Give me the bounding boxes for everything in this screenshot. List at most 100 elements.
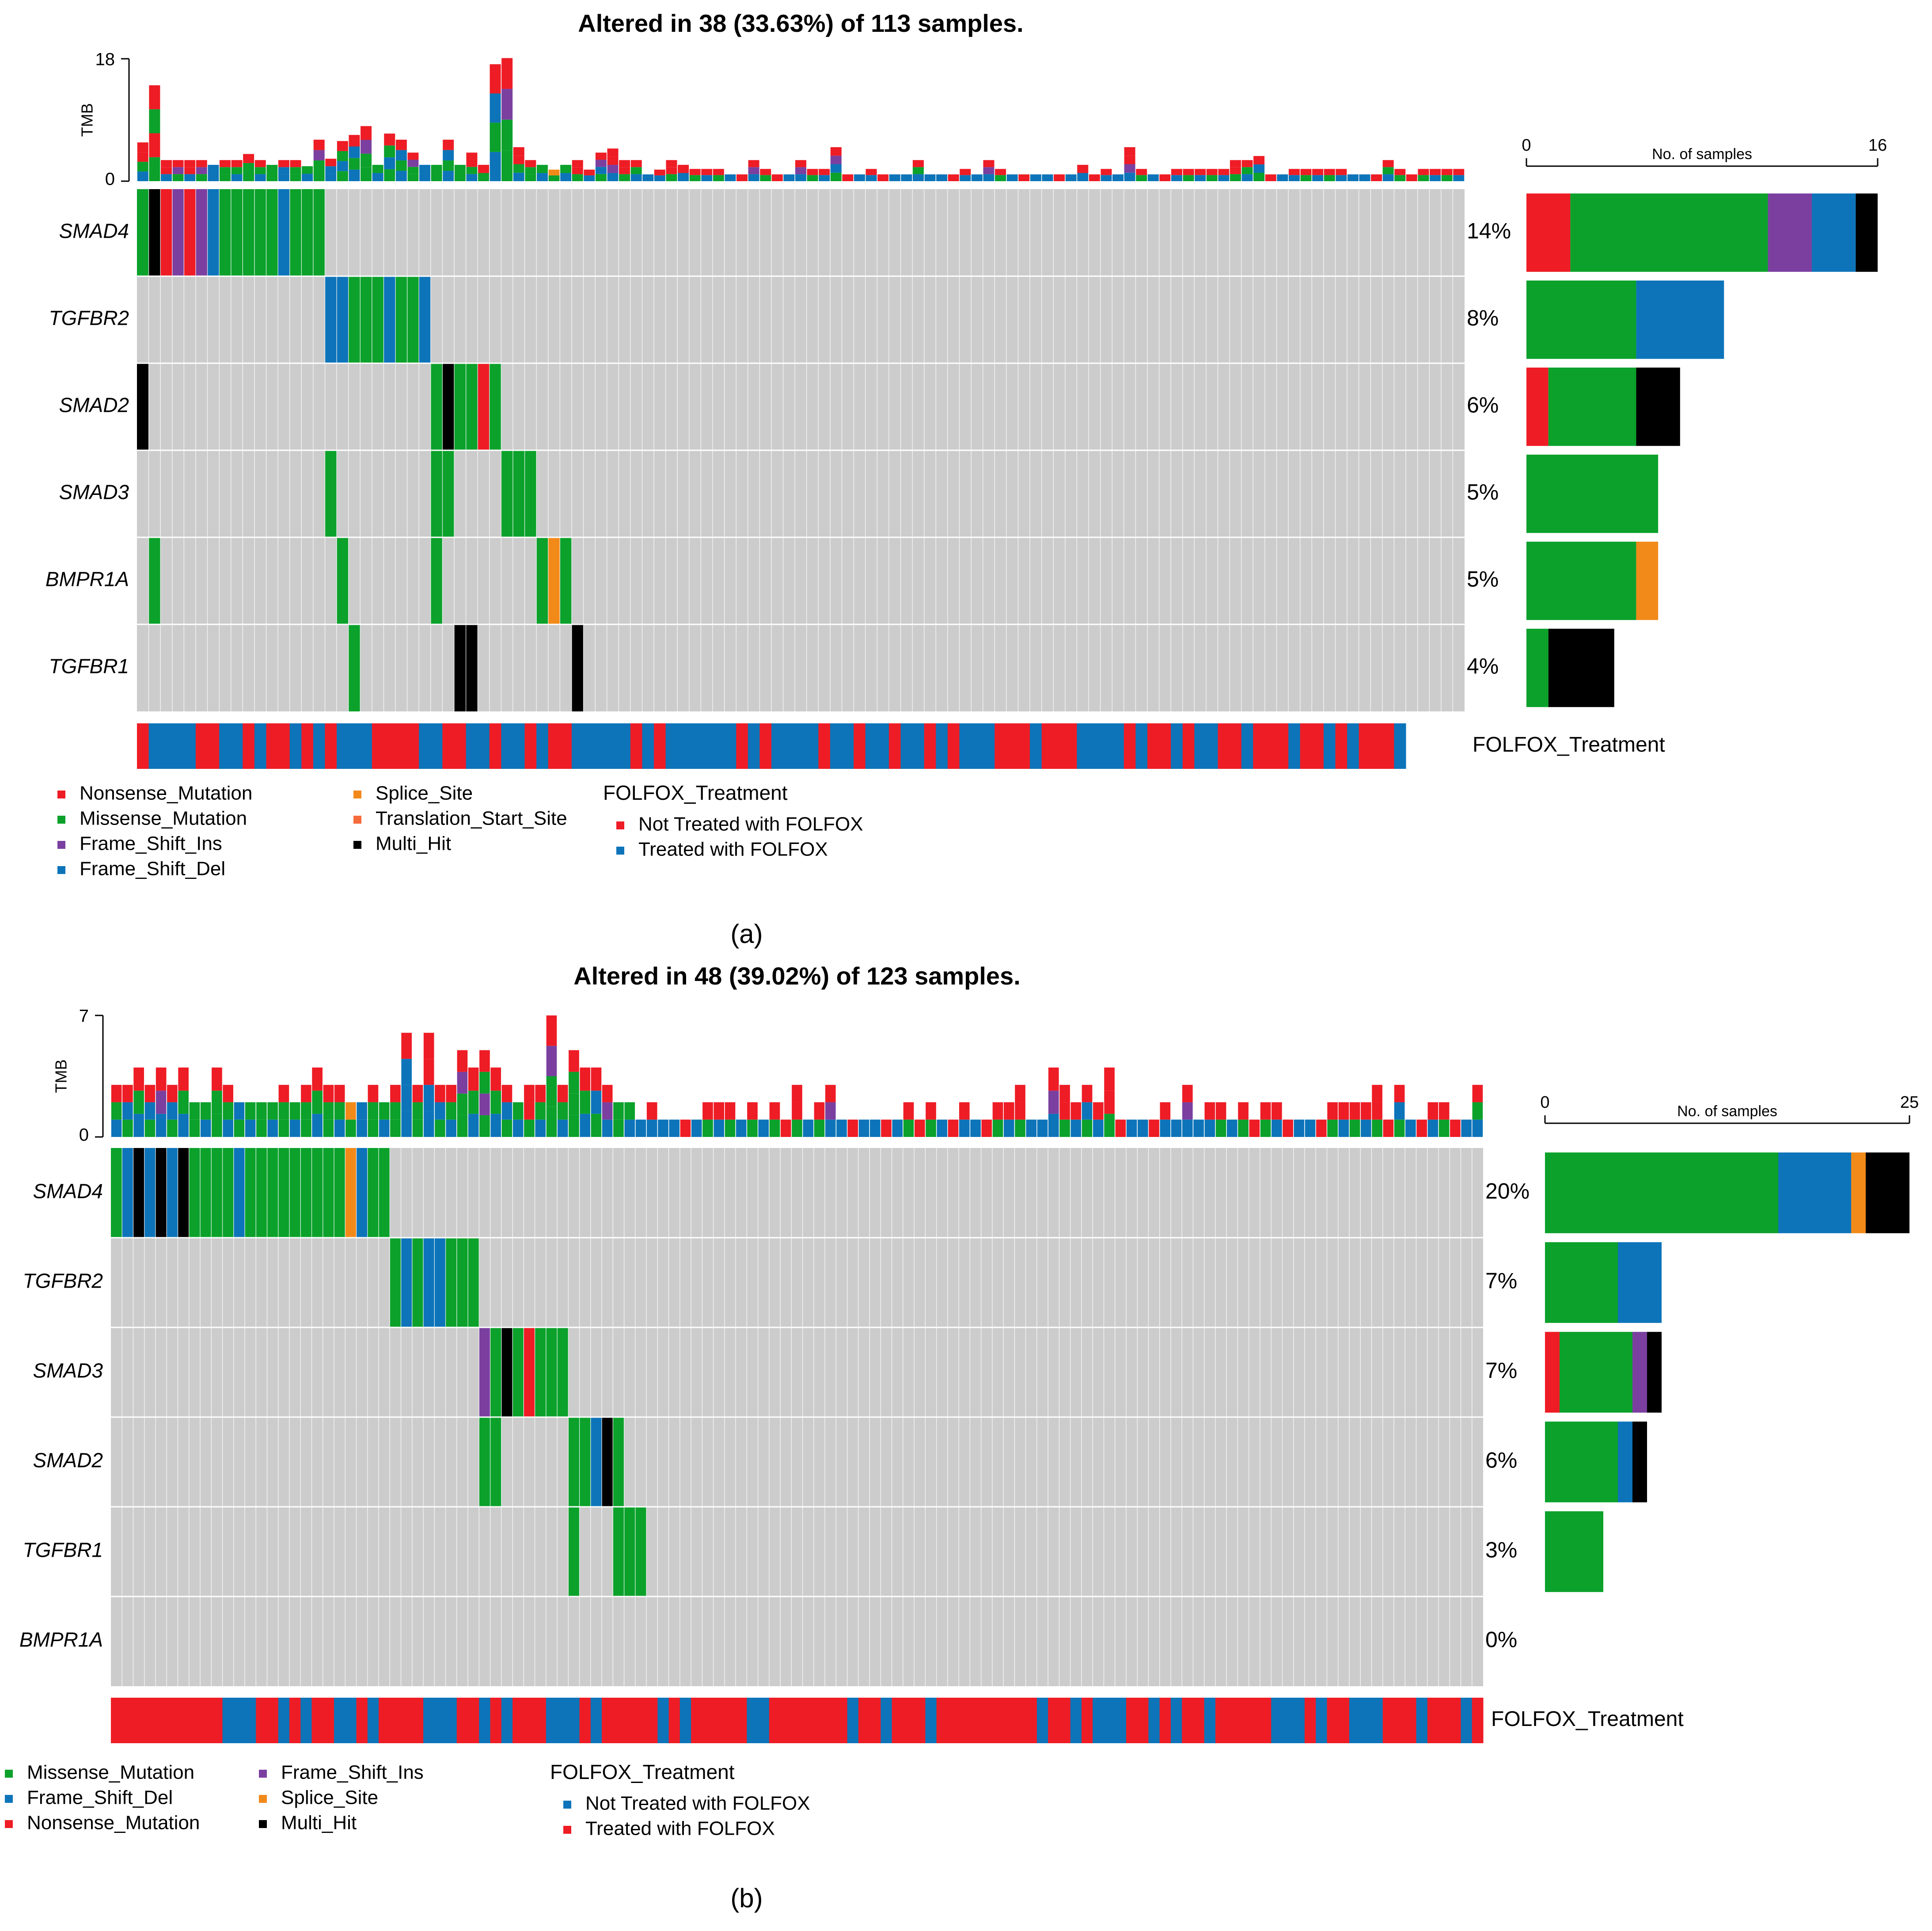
tmb-bar-segment — [395, 160, 407, 171]
legend-swatch — [5, 1795, 13, 1803]
tmb-bar-segment — [1082, 1085, 1093, 1102]
tmb-bar-segment — [490, 1114, 501, 1137]
gene-alteration-percent: 5% — [1467, 567, 1499, 592]
tmb-bar-segment — [1439, 1102, 1450, 1120]
tmb-bar-segment — [569, 1050, 579, 1072]
folfox-legend-swatch — [616, 821, 624, 829]
tmb-bar-segment — [725, 174, 736, 181]
tmb-bar-segment — [313, 150, 325, 161]
legend-swatch — [353, 791, 361, 798]
mutation-cell — [454, 624, 466, 711]
tmb-bar-segment — [167, 1085, 178, 1102]
tmb-bar-segment — [267, 1119, 278, 1137]
tmb-bar-segment — [254, 167, 266, 175]
side-axis-tick-label-0: 0 — [1540, 1093, 1549, 1112]
legend-swatch — [57, 841, 65, 849]
gene-count-bar-segment — [1545, 1511, 1603, 1592]
tmb-bar-segment — [144, 1119, 156, 1137]
folfox-annotation-cell — [256, 1698, 279, 1743]
tmb-bar-segment — [701, 175, 713, 181]
tmb-bar-segment — [1126, 1119, 1137, 1137]
tmb-bar-segment — [111, 1102, 122, 1120]
tmb-bar-segment — [490, 122, 501, 152]
mutation-cell — [479, 1417, 490, 1507]
tmb-bar-segment — [184, 174, 196, 181]
tmb-bar-segment — [901, 174, 912, 181]
folfox-annotation-cell — [489, 723, 501, 769]
folfox-annotation-cell — [289, 1698, 301, 1743]
tmb-bar-segment — [769, 1102, 780, 1120]
tmb-bar-segment — [1427, 1119, 1439, 1137]
tmb-bar-segment — [613, 1102, 624, 1120]
gene-label: SMAD3 — [33, 1359, 103, 1382]
tmb-bar-segment — [1338, 1119, 1349, 1137]
tmb-bar-segment — [995, 169, 1006, 175]
folfox-annotation-cell — [865, 723, 889, 769]
folfox-annotation-cell — [748, 723, 760, 769]
tmb-bar-segment — [1183, 175, 1194, 181]
tmb-bar-segment — [512, 1102, 524, 1120]
folfox-annotation-cell — [1036, 1698, 1048, 1743]
gene-alteration-percent: 7% — [1485, 1269, 1517, 1293]
folfox-legend-swatch — [616, 847, 624, 855]
tmb-bar-segment — [548, 169, 560, 175]
tmb-bar-segment — [208, 173, 219, 181]
tmb-bar-segment — [1183, 169, 1194, 175]
tmb-bar-segment — [361, 167, 372, 181]
tmb-bar-segment — [443, 160, 454, 171]
folfox-annotation-cell — [266, 723, 290, 769]
tmb-bar-segment — [560, 165, 572, 173]
tmb-bar-segment — [1065, 174, 1077, 181]
folfox-annotation-cell — [679, 1698, 691, 1743]
tmb-bar-segment — [384, 169, 395, 181]
tmb-bar-segment — [1193, 1119, 1204, 1137]
tmb-bar-segment — [167, 1102, 178, 1120]
gene-label: SMAD4 — [33, 1180, 103, 1203]
folfox-annotation-cell — [847, 1698, 859, 1743]
gene-count-bar-segment — [1570, 193, 1768, 272]
gene-row-tgfbr2: TGFBR2 8% — [49, 276, 1724, 363]
folfox-annotation-cell — [137, 723, 149, 769]
tmb-bar-segment — [689, 175, 701, 181]
folfox-legend-title: FOLFOX_Treatment — [603, 781, 788, 804]
gene-count-bar-segment — [1526, 541, 1636, 620]
mutation-cell — [434, 1238, 446, 1327]
folfox-annotation-cell — [1349, 1698, 1383, 1743]
tmb-bar-segment — [1372, 1102, 1382, 1120]
tmb-bar-segment — [243, 154, 254, 163]
tmb-bar-segment — [357, 1102, 367, 1120]
tmb-bar-segment — [983, 167, 994, 175]
tmb-bar-segment — [208, 165, 219, 173]
tmb-bar-segment — [223, 1085, 233, 1102]
folfox-annotation-cell — [1394, 723, 1406, 769]
mutation-cell — [122, 1148, 133, 1238]
tmb-bar-segment — [278, 1085, 289, 1102]
mutation-cell — [524, 450, 537, 537]
tmb-bar-segment — [1283, 1119, 1293, 1137]
tmb-bar-segment — [278, 174, 289, 181]
tmb-bar-segment — [903, 1102, 914, 1120]
folfox-annotation-cell — [1194, 723, 1218, 769]
tmb-bar-segment — [401, 1059, 412, 1085]
mutation-cell — [337, 537, 349, 624]
tmb-bar-segment — [160, 167, 172, 175]
mutation-cell — [323, 1148, 334, 1238]
tmb-bar-segment — [725, 1102, 736, 1120]
tmb-bar-segment — [591, 1114, 602, 1137]
tmb-bar-segment — [423, 1085, 434, 1111]
tmb-bar-segment — [971, 174, 983, 181]
tmb-bar-segment — [748, 167, 759, 175]
tmb-bar-segment — [1015, 1102, 1025, 1120]
tmb-bar-segment — [624, 1119, 635, 1137]
gene-count-bar-segment — [1647, 1332, 1662, 1413]
tmb-bar-segment — [172, 174, 184, 181]
tmb-bar-segment — [992, 1102, 1003, 1120]
gene-alteration-percent: 5% — [1467, 480, 1499, 505]
mutation-cell — [267, 1148, 278, 1238]
folfox-annotation-cell — [372, 723, 419, 769]
tmb-bar-segment — [390, 1085, 401, 1102]
tmb-bar-segment — [865, 175, 877, 181]
tmb-bar-segment — [736, 1119, 747, 1137]
tmb-bar-segment — [1077, 165, 1089, 173]
tmb-bar-segment — [926, 1102, 936, 1120]
